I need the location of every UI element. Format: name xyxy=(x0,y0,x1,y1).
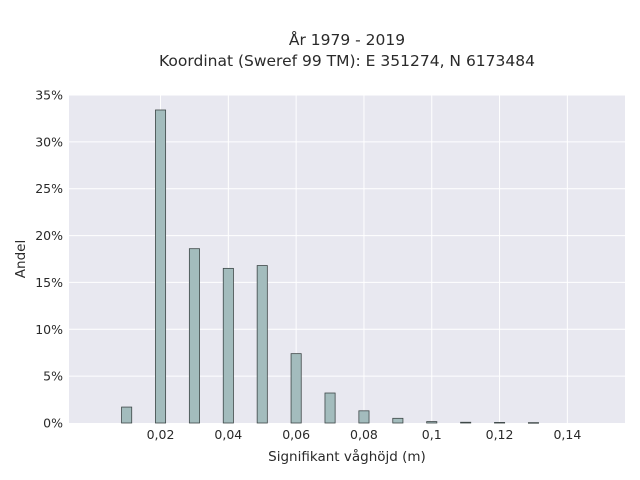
plot-area xyxy=(69,95,625,423)
x-tick-label: 0,02 xyxy=(147,427,175,442)
x-tick-label: 0,06 xyxy=(282,427,310,442)
histogram-bar xyxy=(392,417,404,424)
x-tick-label: 0,1 xyxy=(422,427,442,442)
y-axis-label: Andel xyxy=(13,240,29,278)
y-tick-label: 5% xyxy=(43,369,63,384)
x-tick-label: 0,14 xyxy=(553,427,581,442)
y-tick-label: 10% xyxy=(35,322,63,337)
histogram-bar xyxy=(494,422,506,424)
histogram-bar xyxy=(460,421,472,424)
y-tick-label: 20% xyxy=(35,228,63,243)
x-tick-label: 0,04 xyxy=(214,427,242,442)
bars xyxy=(121,109,539,424)
x-tick-label: 0,08 xyxy=(350,427,378,442)
x-tick-label: 0,12 xyxy=(486,427,514,442)
chart-title-line-2: Koordinat (Sweref 99 TM): E 351274, N 61… xyxy=(159,52,535,70)
histogram-bar xyxy=(155,109,167,424)
histogram-bar xyxy=(358,410,370,424)
histogram-bar xyxy=(527,422,539,424)
histogram-bar xyxy=(290,353,302,424)
y-tick-label: 30% xyxy=(35,134,63,149)
y-tick-label: 0% xyxy=(43,416,63,431)
histogram-bar xyxy=(256,265,268,424)
histogram-bar xyxy=(121,406,133,424)
x-axis-ticks: 0,02 0,04 0,06 0,08 0,1 0,12 0,14 xyxy=(147,427,582,442)
x-axis-label: Signifikant våghöjd (m) xyxy=(268,448,426,465)
histogram-bar xyxy=(324,392,336,424)
chart-title-line-1: År 1979 - 2019 xyxy=(289,30,405,49)
y-axis-ticks: 0% 5% 10% 15% 20% 25% 30% 35% xyxy=(35,88,63,431)
histogram-bar xyxy=(188,248,200,424)
y-tick-label: 25% xyxy=(35,181,63,196)
histogram-bar xyxy=(426,421,438,424)
y-tick-label: 35% xyxy=(35,88,63,103)
histogram-bar xyxy=(222,267,234,424)
y-tick-label: 15% xyxy=(35,275,63,290)
